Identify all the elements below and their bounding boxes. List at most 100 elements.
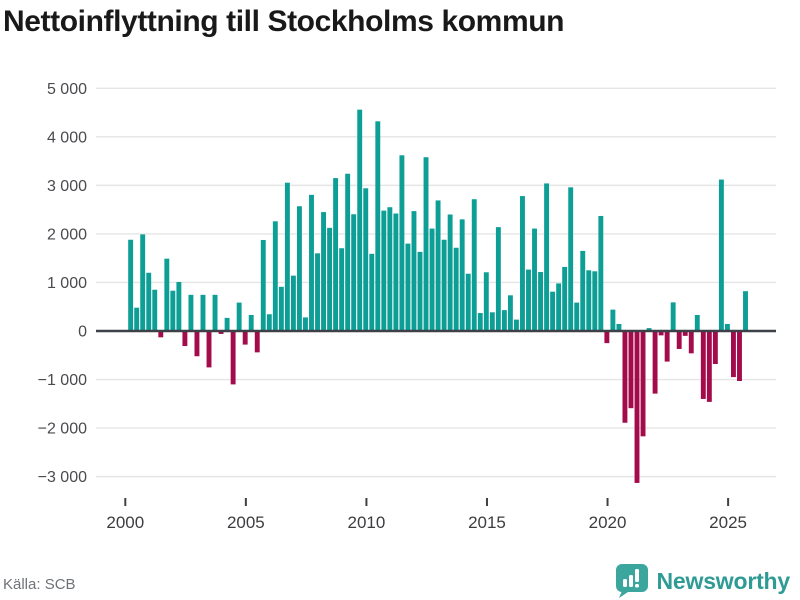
bar-2002-Q4	[194, 331, 200, 357]
bar-2013-Q3	[453, 247, 459, 331]
bar-2017-Q1	[538, 272, 544, 331]
bar-2003-Q4	[218, 331, 224, 334]
x-axis-label: 2000	[106, 513, 144, 532]
bar-2006-Q1	[272, 221, 278, 331]
bar-2011-Q2	[399, 155, 405, 331]
bar-2007-Q3	[309, 194, 314, 331]
bar-2003-Q1	[200, 294, 206, 331]
bar-2000-Q4	[146, 272, 152, 331]
bar-2025-Q2	[737, 331, 742, 381]
bar-2004-Q1	[224, 317, 230, 331]
bar-2013-Q2	[447, 214, 453, 331]
bar-2011-Q4	[411, 211, 417, 331]
bar-glyph-mid	[628, 575, 633, 587]
bar-2001-Q4	[170, 290, 176, 331]
bar-2022-Q1	[658, 331, 664, 336]
bar-2009-Q4	[363, 188, 369, 331]
exclamation-bar-glyph	[634, 569, 639, 582]
bar-2025-Q1	[731, 331, 736, 378]
bar-2020-Q1	[610, 309, 616, 331]
bar-2016-Q4	[532, 228, 537, 331]
bar-2023-Q4	[700, 331, 706, 399]
y-axis-label: −3 000	[38, 469, 87, 486]
x-axis-label: 2010	[348, 513, 386, 532]
bar-2009-Q1	[345, 173, 351, 331]
bar-2005-Q4	[266, 314, 272, 331]
bar-glyph-short	[622, 579, 627, 587]
bar-2017-Q4	[556, 283, 562, 331]
x-axis-label: 2015	[468, 513, 506, 532]
x-axis-label: 2025	[709, 513, 747, 532]
bar-2010-Q2	[375, 121, 381, 332]
exclamation-dot-glyph	[634, 584, 639, 588]
bar-2019-Q3	[598, 215, 604, 331]
y-axis-label: 0	[78, 324, 87, 341]
bar-2017-Q2	[544, 183, 550, 331]
bar-2008-Q1	[321, 212, 326, 331]
bar-2005-Q2	[254, 331, 260, 353]
bar-2019-Q2	[592, 271, 598, 331]
bar-2014-Q3	[477, 313, 483, 331]
bar-2024-Q3	[718, 179, 724, 331]
bar-2012-Q3	[429, 228, 435, 331]
bar-2008-Q2	[327, 227, 333, 331]
bar-2021-Q4	[652, 331, 658, 394]
bar-2024-Q2	[712, 331, 718, 365]
bar-2002-Q3	[188, 294, 194, 331]
bar-2020-Q4	[628, 331, 634, 409]
bar-2023-Q3	[694, 314, 700, 331]
bar-2012-Q1	[417, 251, 423, 331]
y-axis-label: 2 000	[47, 226, 87, 243]
y-axis-label: 4 000	[47, 129, 87, 146]
bar-2002-Q2	[182, 331, 188, 347]
bar-2020-Q2	[616, 323, 622, 331]
bar-2024-Q1	[706, 331, 712, 402]
bar-2002-Q1	[176, 281, 182, 331]
bar-2007-Q1	[296, 206, 302, 331]
chart-title: Nettoinflyttning till Stockholms kommun	[3, 5, 565, 38]
bar-2018-Q3	[574, 302, 580, 331]
bar-2001-Q2	[158, 331, 164, 338]
y-axis-label: 1 000	[47, 275, 87, 292]
source-label: Källa: SCB	[3, 576, 76, 593]
y-axis-label: −1 000	[38, 372, 87, 389]
bar-2007-Q4	[315, 253, 320, 331]
bar-2016-Q1	[513, 319, 519, 331]
bar-2012-Q2	[423, 157, 429, 331]
bar-2010-Q1	[369, 253, 375, 331]
bar-2009-Q3	[357, 109, 363, 332]
bar-2006-Q2	[278, 286, 284, 331]
net-migration-bar-chart: 5 000 4 000 3 000 2 000 1 000 0 −1 000 −2 000 −3…	[38, 81, 776, 532]
bar-2014-Q1	[465, 273, 471, 331]
newsworthy-logo: Newsworthy	[613, 564, 790, 598]
bar-2013-Q4	[459, 219, 465, 331]
bar-2025-Q3	[743, 291, 748, 331]
bar-2018-Q4	[580, 250, 586, 331]
y-axis-label: 5 000	[47, 81, 87, 98]
x-axis-label: 2020	[589, 513, 627, 532]
bar-2009-Q2	[351, 214, 357, 331]
bar-2004-Q4	[242, 331, 248, 345]
bar-2024-Q4	[724, 323, 730, 331]
x-axis-label: 2005	[227, 513, 265, 532]
newsworthy-wordmark: Newsworthy	[656, 567, 791, 594]
bar-2004-Q2	[230, 331, 236, 385]
bar-2023-Q2	[688, 331, 694, 354]
bar-2015-Q3	[501, 310, 507, 331]
y-axis-label: −2 000	[38, 421, 87, 438]
bar-2015-Q1	[489, 312, 495, 331]
bar-2006-Q4	[290, 275, 296, 331]
bar-2003-Q3	[212, 294, 218, 331]
bar-2017-Q3	[550, 291, 556, 331]
bar-2010-Q4	[387, 207, 393, 331]
bar-2014-Q4	[483, 272, 489, 331]
bar-2015-Q4	[507, 295, 513, 331]
bar-2000-Q1	[128, 239, 134, 331]
bar-2022-Q4	[676, 331, 682, 349]
newsworthy-bubble-chart-icon	[615, 564, 648, 598]
bar-2011-Q3	[405, 243, 411, 331]
bar-2000-Q2	[134, 307, 140, 331]
bar-2020-Q3	[622, 331, 628, 423]
bar-2010-Q3	[381, 210, 387, 331]
